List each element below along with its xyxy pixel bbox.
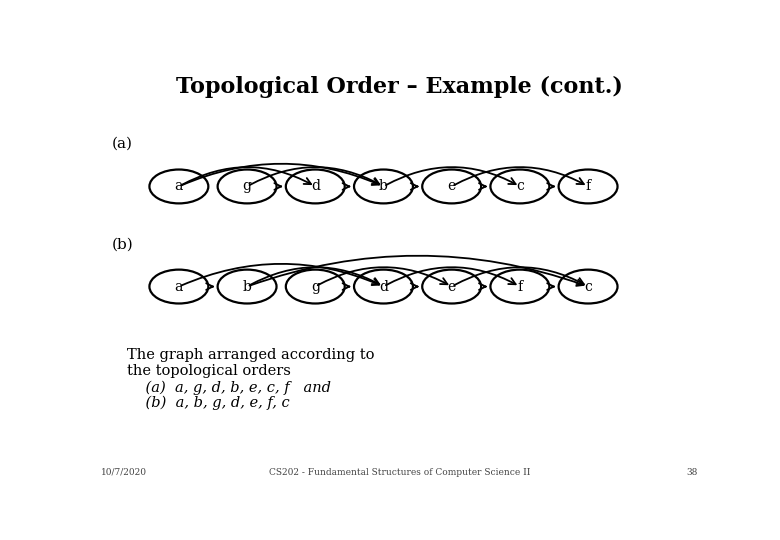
Text: c: c — [516, 179, 524, 193]
Text: Topological Order – Example (cont.): Topological Order – Example (cont.) — [176, 76, 623, 98]
Text: CS202 - Fundamental Structures of Computer Science II: CS202 - Fundamental Structures of Comput… — [269, 468, 530, 477]
Text: (b)  a, b, g, d, e, f, c: (b) a, b, g, d, e, f, c — [127, 396, 289, 410]
Text: 38: 38 — [686, 468, 698, 477]
Text: (b): (b) — [112, 237, 133, 251]
Text: d: d — [379, 280, 388, 294]
Text: b: b — [243, 280, 251, 294]
Text: e: e — [448, 280, 456, 294]
Text: a: a — [175, 280, 183, 294]
Text: the topological orders: the topological orders — [127, 363, 291, 377]
Text: The graph arranged according to: The graph arranged according to — [127, 348, 374, 362]
Text: b: b — [379, 179, 388, 193]
Text: g: g — [243, 179, 252, 193]
Text: f: f — [586, 179, 590, 193]
Text: e: e — [448, 179, 456, 193]
Text: f: f — [517, 280, 523, 294]
Text: a: a — [175, 179, 183, 193]
Text: (a): (a) — [112, 137, 133, 151]
Text: c: c — [584, 280, 592, 294]
Text: d: d — [310, 179, 320, 193]
Text: (a)  a, g, d, b, e, c, f   and: (a) a, g, d, b, e, c, f and — [127, 381, 331, 395]
Text: g: g — [310, 280, 320, 294]
Text: 10/7/2020: 10/7/2020 — [101, 468, 147, 477]
